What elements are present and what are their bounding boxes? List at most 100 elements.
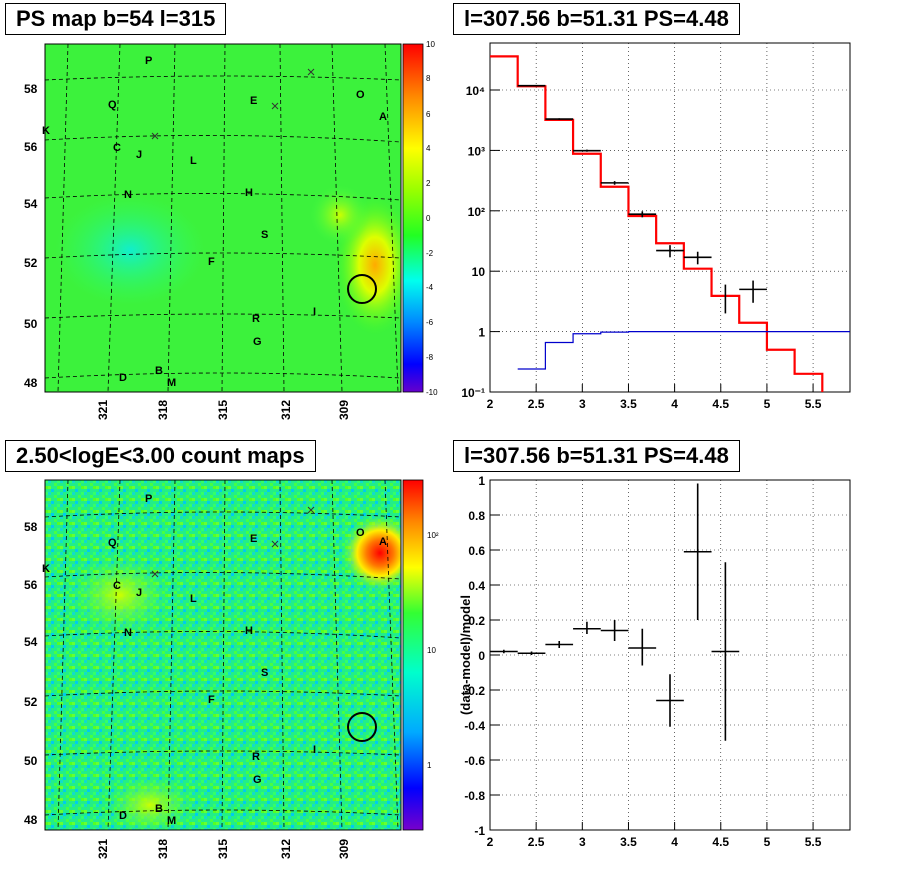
spectrum-x-tick-label: 3.5 (620, 397, 637, 411)
count-map-background (45, 480, 401, 830)
lat-tick-label: 58 (24, 82, 38, 96)
map-label: S (261, 229, 268, 241)
spectrum-x-tick-label: 4.5 (712, 397, 729, 411)
count-map-hot-source-a (342, 515, 401, 591)
ps-map-title: PS map b=54 l=315 (5, 3, 227, 35)
residual-x-tick-label: 5 (764, 835, 771, 849)
lat-tick-label: 52 (24, 695, 38, 709)
residual-y-tick-label: 0.8 (468, 509, 485, 523)
map-label: O (356, 527, 365, 539)
lat-tick-label: 56 (24, 140, 38, 154)
colorbar-tick-label: 6 (426, 110, 431, 119)
map-label: S (261, 667, 268, 679)
lat-tick-label: 54 (24, 197, 38, 211)
colorbar-tick-label: 2 (426, 179, 431, 188)
residual-x-tick-label: 2 (487, 835, 494, 849)
lon-tick-label: 318 (156, 839, 170, 859)
spectrum-model-series (490, 55, 824, 392)
residual-data-series (490, 483, 740, 741)
residual-y-tick-label: 0.2 (468, 614, 485, 628)
map-label: E (250, 533, 257, 545)
map-label: H (245, 187, 253, 199)
map-label: Q (108, 99, 117, 111)
colorbar-tick-label: 10² (427, 531, 439, 540)
map-label: C (113, 142, 121, 154)
map-label: G (253, 774, 262, 786)
ps-map-warm-region (310, 185, 370, 245)
spectrum-y-tick-label: 10² (468, 205, 485, 219)
ps-map-cross-markers (151, 68, 315, 140)
residual-y-tick-label: 1 (478, 474, 485, 488)
spectrum-y-tick-label: 10⁻¹ (461, 386, 485, 400)
lon-tick-label: 321 (96, 400, 110, 420)
lat-tick-label: 50 (24, 754, 38, 768)
lat-tick-label: 48 (24, 376, 38, 390)
map-label: I (313, 744, 316, 756)
count-map-lat-ticks: 58 56 54 52 50 48 (24, 520, 38, 827)
spectrum-x-tick-label: 2.5 (528, 397, 545, 411)
ps-map-coordinate-grid (44, 43, 402, 393)
residual-x-tick-label: 4 (671, 835, 678, 849)
colorbar-tick-label: 10 (427, 646, 436, 655)
colorbar-tick-label: 8 (426, 74, 431, 83)
colorbar-tick-label: -10 (426, 388, 438, 397)
spectrum-data-series (517, 84, 767, 314)
model-step-line (490, 55, 824, 392)
count-map-source-labels: P Q K C J L N H E O A S F R G I D B M (42, 493, 387, 827)
ps-colorbar-ticks: 10 8 6 4 2 0 -2 -4 -6 -8 -10 (426, 40, 438, 397)
ps-colorbar (402, 43, 424, 393)
count-map-cross-markers (151, 506, 315, 578)
residual-y-tick-label: -0.2 (464, 684, 485, 698)
residual-ylabel: (data-model)/model (458, 595, 473, 715)
residual-x-tick-label: 4.5 (712, 835, 729, 849)
map-label: Q (108, 537, 117, 549)
map-label: A (379, 111, 387, 123)
map-label: A (379, 536, 387, 548)
map-label: L (190, 155, 197, 167)
residual-y-tick-label: -1 (474, 824, 485, 838)
map-label: R (252, 313, 260, 325)
residual-y-tick-label: 0.6 (468, 544, 485, 558)
residual-y-tick-label: 0.4 (468, 579, 485, 593)
count-map-target-circle (347, 712, 377, 742)
residual-grid (490, 480, 850, 830)
spectrum-source-series (517, 331, 850, 370)
map-label: J (136, 149, 142, 161)
lon-tick-label: 318 (156, 400, 170, 420)
residual-title: l=307.56 b=51.31 PS=4.48 (453, 440, 740, 472)
map-label: K (42, 125, 50, 137)
count-map-warm-region-d (105, 775, 195, 830)
count-map-lon-ticks: 321 318 315 312 309 (96, 839, 351, 859)
colorbar-tick-label: 4 (426, 144, 431, 153)
spectrum-x-tick-label: 4 (671, 397, 678, 411)
residual-x-tick-label: 3 (579, 835, 586, 849)
colorbar-tick-label: 10 (426, 40, 435, 49)
lat-tick-label: 50 (24, 317, 38, 331)
map-label: M (167, 815, 176, 827)
spectrum-x-tick-label: 5 (764, 397, 771, 411)
lon-tick-label: 315 (216, 400, 230, 420)
ps-map-frame (44, 43, 402, 393)
lon-tick-label: 309 (337, 400, 351, 420)
spectrum-ticks: 2 2.5 3 3.5 4 4.5 5 5.5 10⁻¹ 1 10 10² 10³ 10⁴ (461, 84, 821, 411)
map-label: L (190, 593, 197, 605)
map-label: I (313, 306, 316, 318)
spectrum-y-tick-label: 10³ (468, 144, 485, 158)
colorbar-tick-label: 0 (426, 214, 431, 223)
lon-tick-label: 312 (279, 400, 293, 420)
residual-y-tick-label: -0.4 (464, 719, 485, 733)
source-step-line (517, 331, 850, 370)
colorbar-tick-label: 1 (427, 761, 432, 770)
spectrum-x-tick-label: 2 (487, 397, 494, 411)
residual-x-tick-label: 5.5 (805, 835, 822, 849)
lon-tick-label: 312 (279, 839, 293, 859)
map-label: F (208, 256, 215, 268)
ps-map-lat-ticks: 58 56 54 52 50 48 (24, 82, 38, 390)
ps-map-source-labels: P Q K C J L N H E O A S F R G I D B M (42, 55, 387, 389)
spectrum-plot-frame (489, 42, 851, 393)
residual-x-tick-label: 2.5 (528, 835, 545, 849)
map-label: E (250, 95, 257, 107)
residual-x-tick-label: 3.5 (620, 835, 637, 849)
lon-tick-label: 321 (96, 839, 110, 859)
map-label: R (252, 751, 260, 763)
